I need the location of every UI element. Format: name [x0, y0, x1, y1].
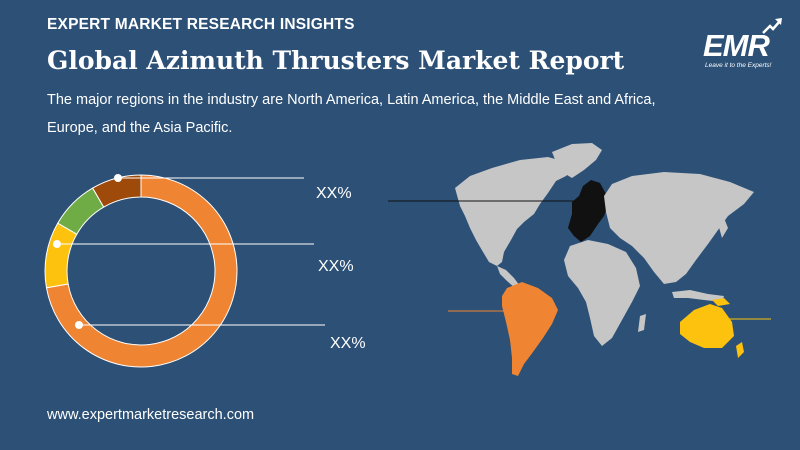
donut-slice-4: [91, 174, 142, 208]
report-category-label: EXPERT MARKET RESEARCH INSIGHTS: [47, 16, 355, 33]
map-south-america: [502, 282, 558, 376]
map-central-america: [497, 266, 520, 288]
page-subtitle: The major regions in the industry are No…: [47, 92, 656, 136]
logo-wordmark: EMR: [703, 28, 770, 63]
map-europe: [568, 180, 608, 242]
donut-slice-2: [44, 222, 78, 289]
map-indonesia: [672, 290, 724, 302]
growth-arrow-icon: [762, 18, 782, 34]
map-japan: [718, 218, 728, 238]
donut-slice-1: [45, 174, 238, 368]
map-asia: [604, 172, 754, 284]
slice-label-1: XX%: [316, 185, 352, 202]
leader-dot-3: [75, 321, 83, 329]
logo-tagline: Leave it to the Experts!: [705, 62, 772, 69]
map-png: [712, 298, 730, 306]
map-new-zealand: [736, 342, 744, 358]
map-greenland: [552, 143, 602, 178]
leader-dot-2: [53, 240, 61, 248]
emr-logo: EMR Leave it to the Experts!: [703, 18, 787, 72]
leader-dot-1: [114, 174, 122, 182]
map-africa: [564, 240, 640, 346]
website-url: www.expertmarketresearch.com: [47, 407, 255, 423]
slice-label-2: XX%: [318, 258, 354, 275]
slice-label-3: XX%: [330, 335, 366, 352]
map-north-america: [455, 157, 572, 266]
map-australia: [680, 304, 734, 348]
page-title: Global Azimuth Thrusters Market Report: [47, 46, 625, 75]
donut: [44, 174, 238, 368]
map-madagascar: [638, 314, 646, 332]
world-map: [455, 143, 754, 376]
